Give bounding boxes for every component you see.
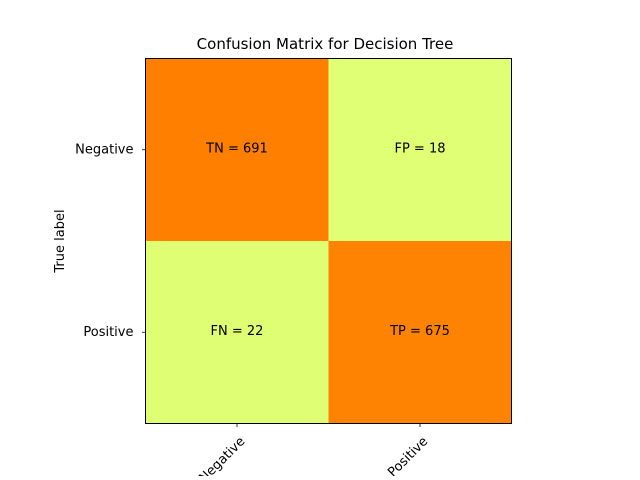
cell-label-r0-c0: TN = 691 <box>205 141 268 156</box>
matrix-cells <box>145 58 512 424</box>
y-axis-ticks: Negative Positive <box>75 142 146 340</box>
plot-frame <box>145 58 512 424</box>
cell-label-r0-c1: FP = 18 <box>394 141 445 156</box>
y-axis-label: True label <box>53 209 68 273</box>
matrix-cell-r0-c0 <box>145 58 329 241</box>
matrix-cell-r1-c1 <box>328 241 512 424</box>
x-axis-ticks: Negative Positive <box>196 423 431 480</box>
cell-label-r1-c1: TP = 675 <box>389 324 450 339</box>
y-tick-label: Positive <box>83 325 133 340</box>
cell-labels: TN = 691 FP = 18 FN = 22 TP = 675 <box>205 141 450 339</box>
matrix-cell-r0-c1 <box>328 58 512 241</box>
matrix-cell-r1-c0 <box>145 241 329 424</box>
x-tick-label: Negative <box>196 434 248 476</box>
x-tick-label: Positive <box>385 434 431 476</box>
cell-label-r1-c0: FN = 22 <box>211 324 264 339</box>
chart-title: Confusion Matrix for Decision Tree <box>197 35 454 53</box>
y-tick-label: Negative <box>75 142 133 157</box>
